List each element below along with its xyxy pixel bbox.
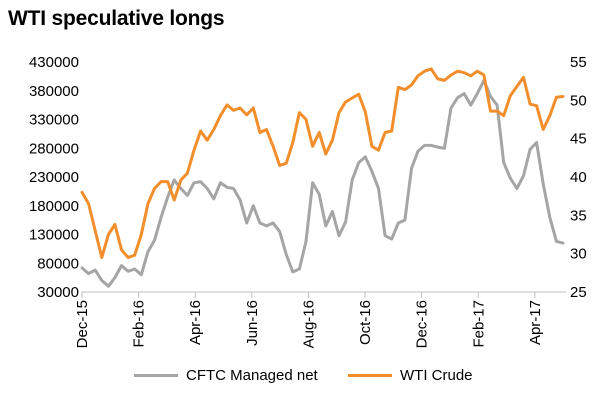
legend-item-cftc: CFTC Managed net xyxy=(134,360,318,390)
x-tick-label: Feb-16 xyxy=(131,300,148,348)
legend-swatch-cftc xyxy=(134,373,178,377)
series-line-cftc-managed-net xyxy=(80,78,565,288)
x-tick-label: Oct-16 xyxy=(357,300,374,345)
y-left-tick-label: 430000 xyxy=(29,54,79,71)
y-left-tick-label: 130000 xyxy=(29,227,79,244)
series-line-wti-crude xyxy=(80,67,565,259)
legend-label-cftc: CFTC Managed net xyxy=(186,366,318,384)
x-tick-label: Jun-16 xyxy=(244,300,261,346)
y-left-tick-label: 30000 xyxy=(37,284,79,301)
y-left-tick-label: 230000 xyxy=(29,169,79,186)
x-tick-label: Apr-17 xyxy=(527,300,544,345)
y-left-tick-label: 280000 xyxy=(29,140,79,157)
y-left-tick-label: 180000 xyxy=(29,198,79,215)
x-tick-label: Dec-15 xyxy=(74,300,91,348)
line-chart: 430000 380000 330000 280000 230000 180000 1300… xyxy=(29,54,587,348)
y-left-tick-label: 330000 xyxy=(29,112,79,129)
y-right-tick-label: 35 xyxy=(570,207,587,224)
chart-title: WTI speculative longs xyxy=(8,7,225,30)
y-left-tick-label: 380000 xyxy=(29,83,79,100)
y-left-tick-label: 80000 xyxy=(37,255,79,272)
y-right-tick-label: 55 xyxy=(570,54,587,71)
y-right-tick-label: 45 xyxy=(570,131,587,148)
legend-item-wti: WTI Crude xyxy=(348,360,473,390)
x-tick-label: Dec-16 xyxy=(414,300,431,348)
legend-swatch-wti xyxy=(348,373,392,377)
y-right-tick-label: 30 xyxy=(570,246,587,263)
x-tick-label: Feb-17 xyxy=(470,300,487,348)
y-right-tick-label: 25 xyxy=(570,284,587,301)
x-tick-label: Apr-16 xyxy=(187,300,204,345)
x-tick-label: Aug-16 xyxy=(300,300,317,348)
legend-label-wti: WTI Crude xyxy=(400,366,473,384)
y-right-tick-label: 40 xyxy=(570,169,587,186)
y-right-tick-label: 50 xyxy=(570,92,587,109)
chart-legend: CFTC Managed net WTI Crude xyxy=(0,360,611,390)
